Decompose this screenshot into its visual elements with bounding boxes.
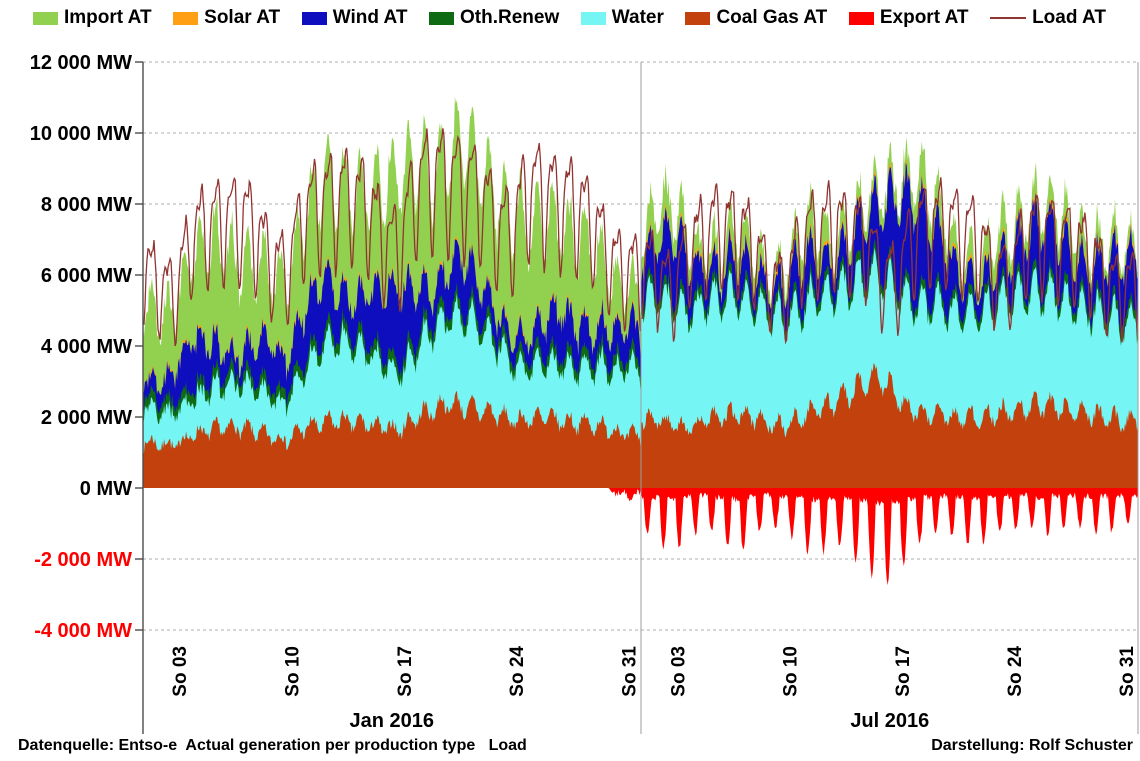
water-color-swatch [580, 11, 606, 25]
x-tick-label-jul-2016-so-24: So 24 [1005, 646, 1026, 697]
x-tick-label-jan-2016-so-17: So 17 [395, 646, 416, 697]
y-tick-label--4000: -4 000 MW [34, 620, 132, 642]
legend-item-oth-renew: Oth.Renew [429, 7, 559, 29]
y-tick-label-10000: 10 000 MW [30, 123, 132, 145]
month-label-jan-2016: Jan 2016 [350, 710, 435, 732]
legend-item-load-at: Load AT [990, 7, 1106, 29]
x-tick-label-jul-2016-so-03: So 03 [669, 646, 690, 697]
legend-item-coal-gas-at: Coal Gas AT [685, 7, 827, 29]
legend-label: Load AT [1032, 7, 1106, 28]
y-tick-label-8000: 8 000 MW [41, 194, 132, 216]
solar-at-color-swatch [173, 11, 199, 25]
coal-gas-at-color-swatch [685, 11, 711, 25]
x-tick-label-jan-2016-so-03: So 03 [170, 646, 191, 697]
y-tick-label-12000: 12 000 MW [30, 52, 132, 74]
area-export-at-jul-2016 [641, 488, 1138, 586]
export-at-color-swatch [848, 11, 874, 25]
import-at-color-swatch [33, 11, 58, 25]
x-tick-label-jan-2016-so-24: So 24 [507, 646, 528, 697]
x-tick-label-jul-2016-so-10: So 10 [781, 646, 802, 697]
legend-label: Coal Gas AT [716, 7, 828, 28]
area-coal-gas-at-jan-2016 [143, 390, 641, 488]
legend-label: Solar AT [204, 7, 281, 28]
legend-label: Export AT [879, 7, 969, 28]
load-at-line-swatch [990, 17, 1027, 19]
x-tick-label-jan-2016-so-10: So 10 [282, 646, 303, 697]
legend: Import AT Solar AT Wind AT Oth.Renew Water Co… [33, 3, 1106, 33]
area-export-at-jan-2016 [143, 488, 641, 502]
x-tick-label-jan-2016-so-31: So 31 [620, 646, 641, 697]
legend-label: Oth.Renew [460, 7, 560, 28]
y-tick-label-0: 0 MW [80, 478, 132, 500]
oth-renew-color-swatch [429, 11, 455, 25]
wind-at-color-swatch [301, 11, 327, 25]
legend-item-wind-at: Wind AT [301, 7, 408, 29]
x-tick-label-jul-2016-so-31: So 31 [1117, 646, 1138, 697]
legend-label: Import AT [64, 7, 152, 28]
month-label-jul-2016: Jul 2016 [850, 710, 929, 732]
x-tick-label-jul-2016-so-17: So 17 [893, 646, 914, 697]
legend-item-import-at: Import AT [33, 7, 152, 29]
load-line-jul-2016 [641, 177, 1139, 345]
legend-label: Wind AT [332, 7, 408, 28]
legend-item-water: Water [580, 7, 664, 29]
legend-label: Water [611, 7, 664, 28]
y-tick-label-4000: 4 000 MW [41, 336, 132, 358]
footer-credit: Darstellung: Rolf Schuster [931, 737, 1133, 754]
area-coal-gas-at-jul-2016 [641, 363, 1138, 488]
legend-item-solar-at: Solar AT [173, 7, 280, 29]
load-line-jan-2016 [142, 128, 642, 347]
footer-source: Datenquelle: Entso-e Actual generation p… [18, 737, 527, 754]
y-tick-label-2000: 2 000 MW [41, 407, 132, 429]
y-tick-label--2000: -2 000 MW [34, 549, 132, 571]
legend-item-export-at: Export AT [848, 7, 969, 29]
y-tick-label-6000: 6 000 MW [41, 265, 132, 287]
